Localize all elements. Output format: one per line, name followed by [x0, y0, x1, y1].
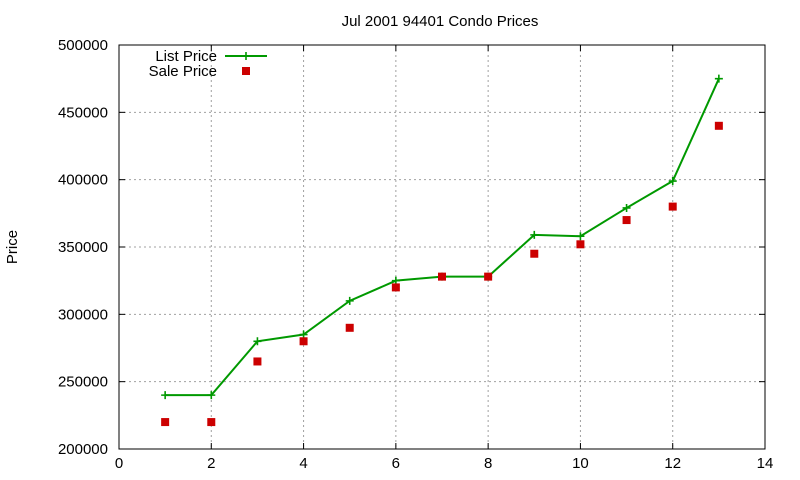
series-sale-price: [161, 121, 723, 427]
y-tick-label: 250000: [58, 374, 108, 391]
sale-price-point: [530, 249, 539, 258]
y-tick-label: 300000: [58, 306, 108, 323]
y-tick-label: 450000: [58, 104, 108, 121]
chart-title: Jul 2001 94401 Condo Prices: [342, 13, 539, 30]
list-price-point: [253, 337, 262, 346]
y-tick-label: 200000: [58, 441, 108, 458]
list-price-point: [622, 203, 631, 212]
sale-price-point: [438, 272, 446, 281]
x-tick-label: 8: [484, 455, 492, 472]
sale-price-point: [207, 418, 216, 427]
legend-marker-list-price: [242, 52, 250, 60]
y-axis-label: Price: [4, 230, 21, 264]
sale-price-point: [345, 323, 354, 332]
sale-price-point: [391, 283, 400, 292]
list-price-point: [207, 391, 216, 400]
gridlines: [119, 45, 765, 449]
y-tick-label: 500000: [58, 37, 108, 54]
y-tick-label: 400000: [58, 172, 108, 189]
list-price-line: [165, 78, 720, 397]
legend-label-list-price: List Price: [155, 48, 217, 65]
x-tick-label: 0: [115, 455, 123, 472]
sale-price-point: [668, 202, 677, 211]
legend: List Price Sale Price: [149, 48, 267, 80]
list-price-point: [391, 276, 400, 285]
sale-price-point: [576, 240, 585, 249]
x-tick-label: 10: [572, 455, 589, 472]
list-price-point: [345, 296, 354, 305]
x-tick-label: 2: [207, 455, 215, 472]
list-price-point: [161, 391, 170, 400]
x-tick-label: 14: [757, 455, 774, 472]
sale-price-point: [253, 357, 262, 366]
y-tick-label: 350000: [58, 239, 108, 256]
list-price-point: [668, 177, 677, 186]
x-tick-label: 6: [392, 455, 400, 472]
legend-marker-sale-price: [242, 67, 250, 75]
sale-price-point: [714, 121, 723, 130]
series-list-price: [161, 74, 723, 400]
list-price-point: [299, 330, 308, 339]
sale-price-point: [299, 337, 308, 346]
list-price-point: [530, 230, 539, 239]
x-tick-label: 12: [664, 455, 681, 472]
tick-labels: 0 2 4 6 8 10 12 14 200000 250000 300000 350000 40000…: [58, 37, 773, 472]
list-price-point: [576, 232, 585, 241]
sale-price-point: [622, 216, 631, 225]
legend-label-sale-price: Sale Price: [149, 63, 217, 80]
series: [161, 74, 723, 427]
plot-frame: [118, 44, 766, 450]
x-tick-label: 4: [299, 455, 307, 472]
list-price-point: [714, 74, 723, 83]
sale-price-point: [161, 418, 170, 427]
sale-price-point: [484, 272, 493, 281]
